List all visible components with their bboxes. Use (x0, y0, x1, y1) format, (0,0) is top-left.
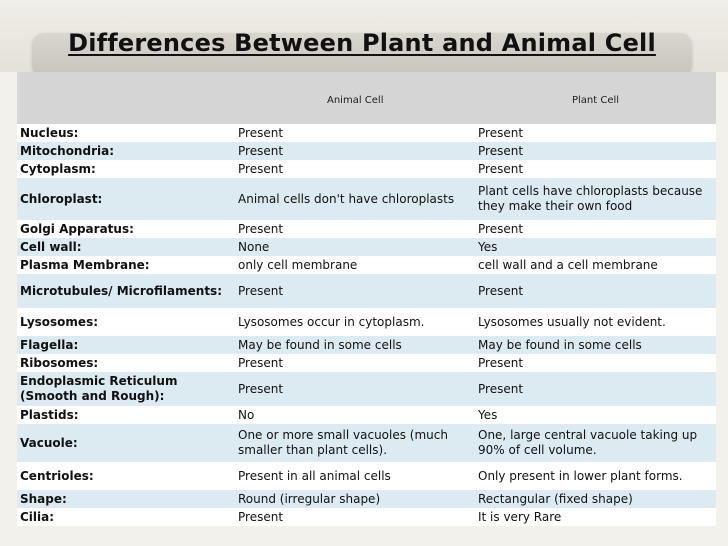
animal-cell-value: Present (238, 143, 284, 158)
table-row: Microtubules/ Microfilaments: Present Pres… (17, 274, 716, 308)
animal-cell-value: Present (238, 161, 284, 176)
comparison-table: Animal Cell Plant Cell Nucleus: Present Pr… (17, 72, 716, 526)
plant-cell-value: Yes (478, 407, 498, 422)
slide-title: Differences Between Plant and Animal Cel… (68, 29, 656, 57)
table-row: Flagella: May be found in some cells May b… (17, 336, 716, 354)
plant-cell-value: Lysosomes usually not evident. (478, 314, 666, 329)
animal-cell-value: Round (irregular shape) (238, 491, 381, 506)
header-feature (17, 72, 235, 124)
feature-cell: Vacuole: (20, 435, 78, 450)
feature-cell: Plastids: (20, 407, 79, 422)
feature-cell: Ribosomes: (20, 355, 99, 370)
table-row: Centrioles: Present in all animal cells On… (17, 462, 716, 490)
feature-cell: Lysosomes: (20, 314, 99, 329)
animal-cell-value: Present in all animal cells (238, 468, 391, 483)
header-animal-cell: Animal Cell (327, 94, 384, 106)
feature-cell: Shape: (20, 491, 67, 506)
table-row: Shape: Round (irregular shape) Rectangular… (17, 490, 716, 508)
table-row: Endoplasmic Reticulum (Smooth and Rough)… (17, 372, 716, 406)
table-row: Nucleus: Present Present (17, 124, 716, 142)
animal-cell-value: only cell membrane (238, 257, 358, 272)
plant-cell-value: Present (478, 221, 524, 236)
table-row: Lysosomes: Lysosomes occur in cytoplasm. L… (17, 308, 716, 336)
animal-cell-value: None (238, 239, 270, 254)
feature-cell: Mitochondria: (20, 143, 114, 158)
feature-cell: Nucleus: (20, 125, 79, 140)
feature-cell: Cilia: (20, 509, 55, 524)
plant-cell-value: Rectangular (fixed shape) (478, 491, 633, 506)
animal-cell-value: Present (238, 221, 284, 236)
table-row: Mitochondria: Present Present (17, 142, 716, 160)
animal-cell-value: Present (238, 355, 284, 370)
plant-cell-value: One, large central vacuole taking up 90%… (478, 428, 698, 457)
plant-cell-value: It is very Rare (478, 509, 562, 524)
animal-cell-value: No (238, 407, 255, 422)
table-row: Ribosomes: Present Present (17, 354, 716, 372)
plant-cell-value: Present (478, 381, 524, 396)
plant-cell-value: Present (478, 143, 524, 158)
animal-cell-value: Animal cells don't have chloroplasts (238, 191, 455, 206)
feature-cell: Golgi Apparatus: (20, 221, 134, 236)
animal-cell-value: One or more small vacuoles (much smaller… (238, 428, 448, 457)
plant-cell-value: Only present in lower plant forms. (478, 468, 683, 483)
header-plant-cell: Plant Cell (572, 94, 620, 106)
animal-cell-value: Present (238, 125, 284, 140)
plant-cell-value: Present (478, 355, 524, 370)
table-row: Cilia: Present It is very Rare (17, 508, 716, 526)
animal-cell-value: Lysosomes occur in cytoplasm. (238, 314, 425, 329)
animal-cell-value: May be found in some cells (238, 337, 402, 352)
table-row: Plastids: No Yes (17, 406, 716, 424)
feature-cell: Microtubules/ Microfilaments: (20, 283, 222, 298)
feature-cell: Endoplasmic Reticulum (Smooth and Rough)… (20, 374, 178, 403)
table-row: Vacuole: One or more small vacuoles (much… (17, 424, 716, 462)
feature-cell: Centrioles: (20, 468, 94, 483)
plant-cell-value: Plant cells have chloroplasts because th… (478, 184, 703, 213)
table-row: Cytoplasm: Present Present (17, 160, 716, 178)
animal-cell-value: Present (238, 509, 284, 524)
plant-cell-value: May be found in some cells (478, 337, 642, 352)
table-header-row: Animal Cell Plant Cell (17, 72, 716, 124)
feature-cell: Plasma Membrane: (20, 257, 150, 272)
table-row: Plasma Membrane: only cell membrane cell w… (17, 256, 716, 274)
table-row: Cell wall: None Yes (17, 238, 716, 256)
animal-cell-value: Present (238, 283, 284, 298)
feature-cell: Flagella: (20, 337, 79, 352)
plant-cell-value: Present (478, 283, 524, 298)
feature-cell: Chloroplast: (20, 191, 103, 206)
feature-cell: Cell wall: (20, 239, 82, 254)
table-row: Golgi Apparatus: Present Present (17, 220, 716, 238)
plant-cell-value: Present (478, 125, 524, 140)
title-bar (32, 33, 692, 77)
table-row: Chloroplast: Animal cells don't have chlo… (17, 178, 716, 220)
plant-cell-value: cell wall and a cell membrane (478, 257, 658, 272)
plant-cell-value: Present (478, 161, 524, 176)
plant-cell-value: Yes (478, 239, 498, 254)
animal-cell-value: Present (238, 381, 284, 396)
feature-cell: Cytoplasm: (20, 161, 96, 176)
